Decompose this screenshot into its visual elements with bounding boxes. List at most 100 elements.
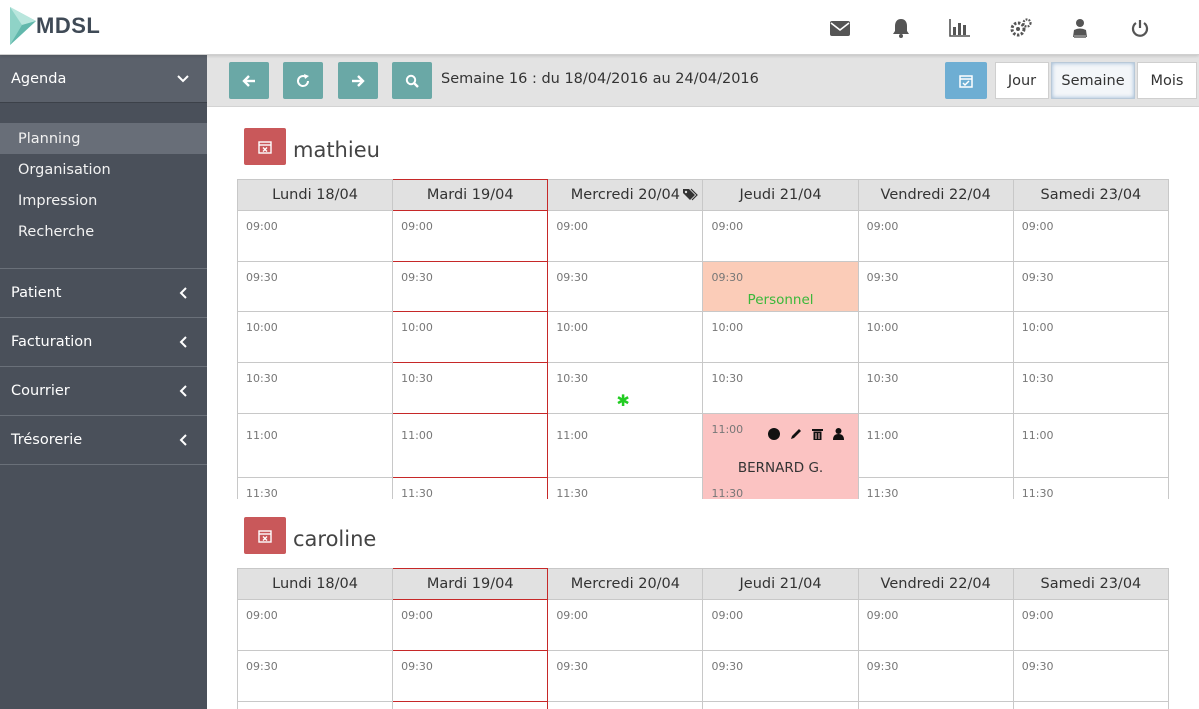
time-slot[interactable]: 09:30 bbox=[1012, 261, 1169, 312]
time-slot[interactable]: 09:30 bbox=[392, 650, 549, 702]
view-day-button[interactable]: Jour bbox=[995, 62, 1049, 99]
asterisk-icon: ✱ bbox=[616, 391, 630, 410]
sidebar-item-tresorerie[interactable]: Trésorerie bbox=[0, 416, 207, 465]
time-slot[interactable] bbox=[1012, 701, 1169, 709]
week-calendar-caroline: Lundi 18/04 Mardi 19/04 Mercredi 20/04 J… bbox=[237, 568, 1169, 709]
time-slot[interactable]: 11:00 bbox=[1012, 413, 1169, 478]
sidebar-item-organisation[interactable]: Organisation bbox=[18, 161, 111, 178]
time-slot[interactable]: 10:30 bbox=[392, 362, 549, 414]
next-week-button[interactable] bbox=[338, 62, 378, 99]
day-header: Lundi 18/04 bbox=[237, 179, 394, 211]
practitioner-name: caroline bbox=[293, 527, 377, 551]
time-slot[interactable]: 09:00 bbox=[547, 599, 704, 651]
time-slot[interactable]: 09:30 bbox=[857, 261, 1014, 312]
day-header: Vendredi 22/04 bbox=[857, 179, 1014, 211]
time-slot[interactable]: 09:00 bbox=[392, 599, 549, 651]
gears-icon[interactable] bbox=[1007, 14, 1035, 42]
sidebar-item-impression[interactable]: Impression bbox=[18, 192, 98, 209]
time-slot[interactable]: 09:00 bbox=[702, 599, 859, 651]
time-slot[interactable]: 10:00 bbox=[392, 311, 549, 363]
time-slot[interactable]: 10:30 bbox=[237, 362, 394, 414]
sidebar-item-facturation[interactable]: Facturation bbox=[0, 318, 207, 367]
time-slot[interactable]: 09:30 bbox=[547, 650, 704, 702]
envelope-icon[interactable] bbox=[826, 14, 854, 42]
time-slot[interactable]: 10:00 bbox=[1012, 311, 1169, 363]
power-icon[interactable] bbox=[1126, 14, 1154, 42]
time-slot[interactable]: 11:00 bbox=[547, 413, 704, 478]
time-slot[interactable]: 10:00 bbox=[237, 311, 394, 363]
time-slot[interactable]: 10:00 bbox=[702, 311, 859, 363]
practitioner-name: mathieu bbox=[293, 138, 380, 162]
time-slot[interactable]: 10:30 ✱ bbox=[547, 362, 704, 414]
app-logo[interactable]: MDSL bbox=[8, 4, 100, 48]
time-slot[interactable]: 11:30 bbox=[392, 477, 549, 499]
time-slot[interactable]: 09:30 bbox=[857, 650, 1014, 702]
time-slot[interactable] bbox=[857, 701, 1014, 709]
user-icon[interactable] bbox=[832, 428, 844, 440]
time-slot[interactable]: 09:30 bbox=[702, 650, 859, 702]
time-slot[interactable]: 09:00 bbox=[857, 599, 1014, 651]
time-slot[interactable]: 09:00 bbox=[392, 210, 549, 262]
chevron-down-icon bbox=[177, 74, 189, 82]
view-month-button[interactable]: Mois bbox=[1137, 62, 1197, 99]
view-week-button[interactable]: Semaine bbox=[1051, 62, 1135, 99]
time-slot[interactable] bbox=[392, 701, 549, 709]
search-button[interactable] bbox=[392, 62, 432, 99]
time-slot[interactable]: 09:00 bbox=[1012, 599, 1169, 651]
time-slot[interactable]: 09:00 bbox=[857, 210, 1014, 262]
pencil-icon[interactable] bbox=[790, 428, 802, 440]
time-slot[interactable]: 09:30 bbox=[1012, 650, 1169, 702]
calendar-delete-icon[interactable] bbox=[244, 128, 286, 165]
sidebar-item-recherche[interactable]: Recherche bbox=[18, 223, 95, 240]
arrow-right-icon bbox=[352, 74, 365, 87]
event-personnel[interactable]: 09:30 Personnel bbox=[702, 261, 859, 312]
calendar-delete-icon[interactable] bbox=[244, 517, 286, 554]
time-slot[interactable]: 11:00 bbox=[237, 413, 394, 478]
time-slot[interactable]: 10:00 bbox=[857, 311, 1014, 363]
time-slot[interactable]: 11:30 bbox=[237, 477, 394, 499]
time-slot[interactable]: 09:30 bbox=[237, 261, 394, 312]
status-dot-icon[interactable] bbox=[767, 428, 780, 440]
event-label: Personnel bbox=[747, 292, 814, 308]
bell-icon[interactable] bbox=[887, 14, 915, 42]
time-slot[interactable]: 09:00 bbox=[237, 210, 394, 262]
sidebar-item-label: Facturation bbox=[11, 334, 93, 350]
time-slot[interactable]: 11:00 bbox=[392, 413, 549, 478]
previous-week-button[interactable] bbox=[229, 62, 269, 99]
trash-icon[interactable] bbox=[811, 428, 823, 440]
day-header-today: Mardi 19/04 bbox=[392, 179, 549, 211]
user-tie-icon[interactable] bbox=[1066, 14, 1094, 42]
sidebar-item-planning[interactable]: Planning bbox=[0, 123, 207, 154]
time-slot[interactable] bbox=[547, 701, 704, 709]
time-slot[interactable]: 10:30 bbox=[857, 362, 1014, 414]
time-slot[interactable]: 09:00 bbox=[237, 599, 394, 651]
tags-icon[interactable] bbox=[682, 188, 699, 206]
time-slot[interactable]: 11:30 bbox=[1012, 477, 1169, 499]
time-slot[interactable]: 09:00 bbox=[547, 210, 704, 262]
time-slot[interactable]: 11:30 bbox=[547, 477, 704, 499]
event-appointment[interactable]: 11:00 BERNARD G. 11:30 bbox=[702, 413, 859, 499]
time-slot[interactable]: 10:30 bbox=[702, 362, 859, 414]
bar-chart-icon[interactable] bbox=[946, 14, 974, 42]
day-header-today: Mardi 19/04 bbox=[392, 568, 549, 600]
sidebar-item-label: Courrier bbox=[11, 383, 70, 399]
time-slot[interactable]: 09:00 bbox=[702, 210, 859, 262]
event-patient-name: BERNARD G. bbox=[737, 460, 824, 476]
time-slot[interactable] bbox=[702, 701, 859, 709]
time-slot[interactable]: 09:30 bbox=[237, 650, 394, 702]
time-slot[interactable]: 09:30 bbox=[547, 261, 704, 312]
time-slot[interactable]: 11:30 bbox=[857, 477, 1014, 499]
time-slot[interactable] bbox=[237, 701, 394, 709]
time-slot[interactable]: 11:00 bbox=[857, 413, 1014, 478]
week-range-label: Semaine 16 : du 18/04/2016 au 24/04/2016 bbox=[441, 71, 759, 87]
sidebar-header-agenda[interactable]: Agenda bbox=[0, 55, 207, 103]
calendar-picker-button[interactable] bbox=[945, 62, 987, 99]
time-slot[interactable]: 10:00 bbox=[547, 311, 704, 363]
time-slot[interactable]: 09:30 bbox=[392, 261, 549, 312]
sidebar: Agenda Planning Organisation Impression … bbox=[0, 55, 207, 709]
sidebar-item-patient[interactable]: Patient bbox=[0, 269, 207, 318]
refresh-button[interactable] bbox=[283, 62, 323, 99]
time-slot[interactable]: 10:30 bbox=[1012, 362, 1169, 414]
time-slot[interactable]: 09:00 bbox=[1012, 210, 1169, 262]
sidebar-item-courrier[interactable]: Courrier bbox=[0, 367, 207, 416]
